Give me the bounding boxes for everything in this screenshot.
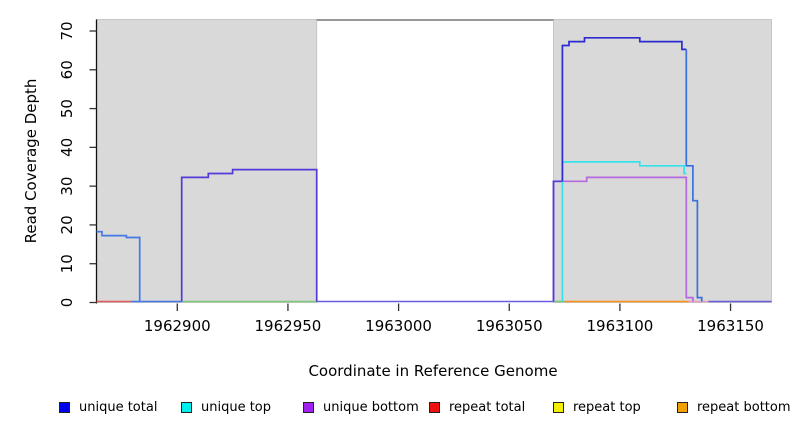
x-tick-label: 1962950 — [255, 317, 322, 335]
x-axis-label: Coordinate in Reference Genome — [308, 362, 558, 380]
legend-label: repeat bottom — [697, 399, 791, 415]
left-gray-region — [96, 19, 318, 303]
y-axis-label: Read Coverage Depth — [22, 78, 40, 244]
legend-item-repeat-top: repeat top — [553, 398, 641, 416]
unique-total-right-descent — [685, 49, 703, 302]
legend-swatch — [429, 401, 440, 413]
y-tick-label: 30 — [58, 177, 76, 196]
x-tick-label: 1963150 — [697, 317, 764, 335]
y-tick-label: 20 — [58, 215, 76, 234]
legend-item-repeat-bottom: repeat bottom — [677, 398, 791, 416]
y-tick-label: 70 — [58, 21, 76, 40]
x-tick-label: 1963100 — [586, 317, 653, 335]
y-tick-label: 40 — [58, 138, 76, 157]
y-tick-label: 50 — [58, 99, 76, 118]
legend-label: unique total — [79, 399, 158, 415]
y-tick-label: 60 — [58, 60, 76, 79]
legend-label: unique bottom — [323, 399, 419, 415]
unique-total-right-peak — [561, 36, 687, 182]
legend-item-repeat-total: repeat total — [429, 398, 525, 416]
unique-total-right-rise — [552, 180, 563, 302]
x-tick-label: 1963050 — [476, 317, 543, 335]
y-tick-label: 0 — [58, 298, 76, 308]
legend-swatch — [181, 401, 192, 413]
legend-swatch — [59, 401, 70, 413]
unique-total-left-hump — [96, 230, 141, 302]
y-tick-label: 10 — [58, 254, 76, 273]
legend-label: repeat total — [449, 399, 526, 415]
legend: unique total unique top unique bottom repea… — [0, 398, 792, 418]
legend-label: repeat top — [573, 399, 641, 415]
legend-item-unique-top: unique top — [181, 398, 271, 416]
legend-item-unique-bottom: unique bottom — [303, 398, 419, 416]
legend-label: unique top — [201, 399, 272, 415]
x-tick-label: 1963000 — [365, 317, 432, 335]
unique-total-mid-hump — [180, 168, 318, 302]
legend-swatch — [303, 401, 314, 413]
right-gray-region — [553, 19, 772, 303]
legend-swatch — [677, 401, 688, 413]
x-tick-label: 1962900 — [144, 317, 211, 335]
legend-swatch — [553, 401, 564, 413]
legend-item-unique-total: unique total — [59, 398, 157, 416]
